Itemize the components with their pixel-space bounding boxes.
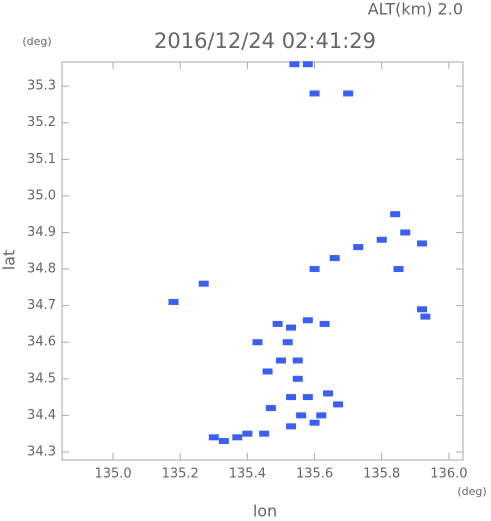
- x-unit: (deg): [457, 485, 486, 498]
- y-unit: (deg): [22, 35, 51, 48]
- radar-echo: [309, 419, 320, 426]
- radar-echo: [252, 339, 263, 346]
- radar-echo: [319, 320, 330, 327]
- y-tick-label: 34.9: [27, 225, 56, 240]
- y-tick-label: 34.7: [27, 298, 56, 313]
- y-tick-label: 34.3: [27, 444, 56, 459]
- radar-echo: [292, 357, 303, 364]
- radar-echo: [292, 375, 303, 382]
- radar-echo: [393, 266, 404, 273]
- radar-echo: [322, 390, 333, 397]
- x-tick-label: 135.6: [296, 467, 333, 482]
- radar-echo: [286, 324, 297, 331]
- y-axis-label: lat: [0, 250, 19, 271]
- y-tick-label: 35.0: [27, 188, 56, 203]
- radar-echo: [208, 434, 219, 441]
- radar-echo: [262, 368, 273, 375]
- y-tick-label: 35.1: [27, 152, 56, 167]
- radar-echo: [309, 90, 320, 97]
- subtitle: ALT(km) 2.0: [368, 0, 463, 19]
- radar-echo: [286, 423, 297, 430]
- radar-echo: [286, 394, 297, 401]
- radar-echo: [420, 313, 431, 320]
- radar-echo: [242, 430, 253, 437]
- radar-echo: [289, 61, 300, 68]
- radar-echo: [333, 401, 344, 408]
- radar-echo: [353, 244, 364, 251]
- y-tick-label: 34.5: [27, 371, 56, 386]
- x-tick-label: 135.8: [363, 467, 400, 482]
- radar-echo: [302, 394, 313, 401]
- radar-echo: [329, 255, 340, 262]
- x-tick-label: 135.4: [229, 467, 266, 482]
- y-tick-label: 34.4: [27, 408, 56, 423]
- radar-echo: [417, 240, 428, 247]
- chart-title: 2016/12/24 02:41:29: [154, 29, 376, 53]
- x-tick-label: 135.0: [94, 467, 131, 482]
- plot-frame: [61, 61, 464, 461]
- radar-echo: [376, 236, 387, 243]
- x-tick-label: 136.0: [430, 467, 467, 482]
- x-axis-label: lon: [253, 502, 277, 521]
- radar-echo: [198, 280, 209, 287]
- y-tick-label: 34.8: [27, 262, 56, 277]
- radar-echo: [343, 90, 354, 97]
- radar-echo: [168, 298, 179, 305]
- radar-echo: [275, 357, 286, 364]
- y-tick-label: 35.2: [27, 115, 56, 130]
- x-tick-label: 135.2: [162, 467, 199, 482]
- y-tick-label: 34.6: [27, 335, 56, 350]
- radar-echo: [302, 61, 313, 68]
- radar-echo: [316, 412, 327, 419]
- radar-echo: [302, 317, 313, 324]
- radar-echo: [282, 339, 293, 346]
- radar-echo: [400, 229, 411, 236]
- radar-echo: [309, 266, 320, 273]
- radar-echo: [218, 437, 229, 444]
- radar-echo: [259, 430, 270, 437]
- radar-echo: [232, 434, 243, 441]
- radar-echo: [272, 320, 283, 327]
- radar-echo: [265, 405, 276, 412]
- radar-echo: [417, 306, 428, 313]
- y-tick-label: 35.3: [27, 79, 56, 94]
- radar-echo: [390, 211, 401, 218]
- radar-echo: [296, 412, 307, 419]
